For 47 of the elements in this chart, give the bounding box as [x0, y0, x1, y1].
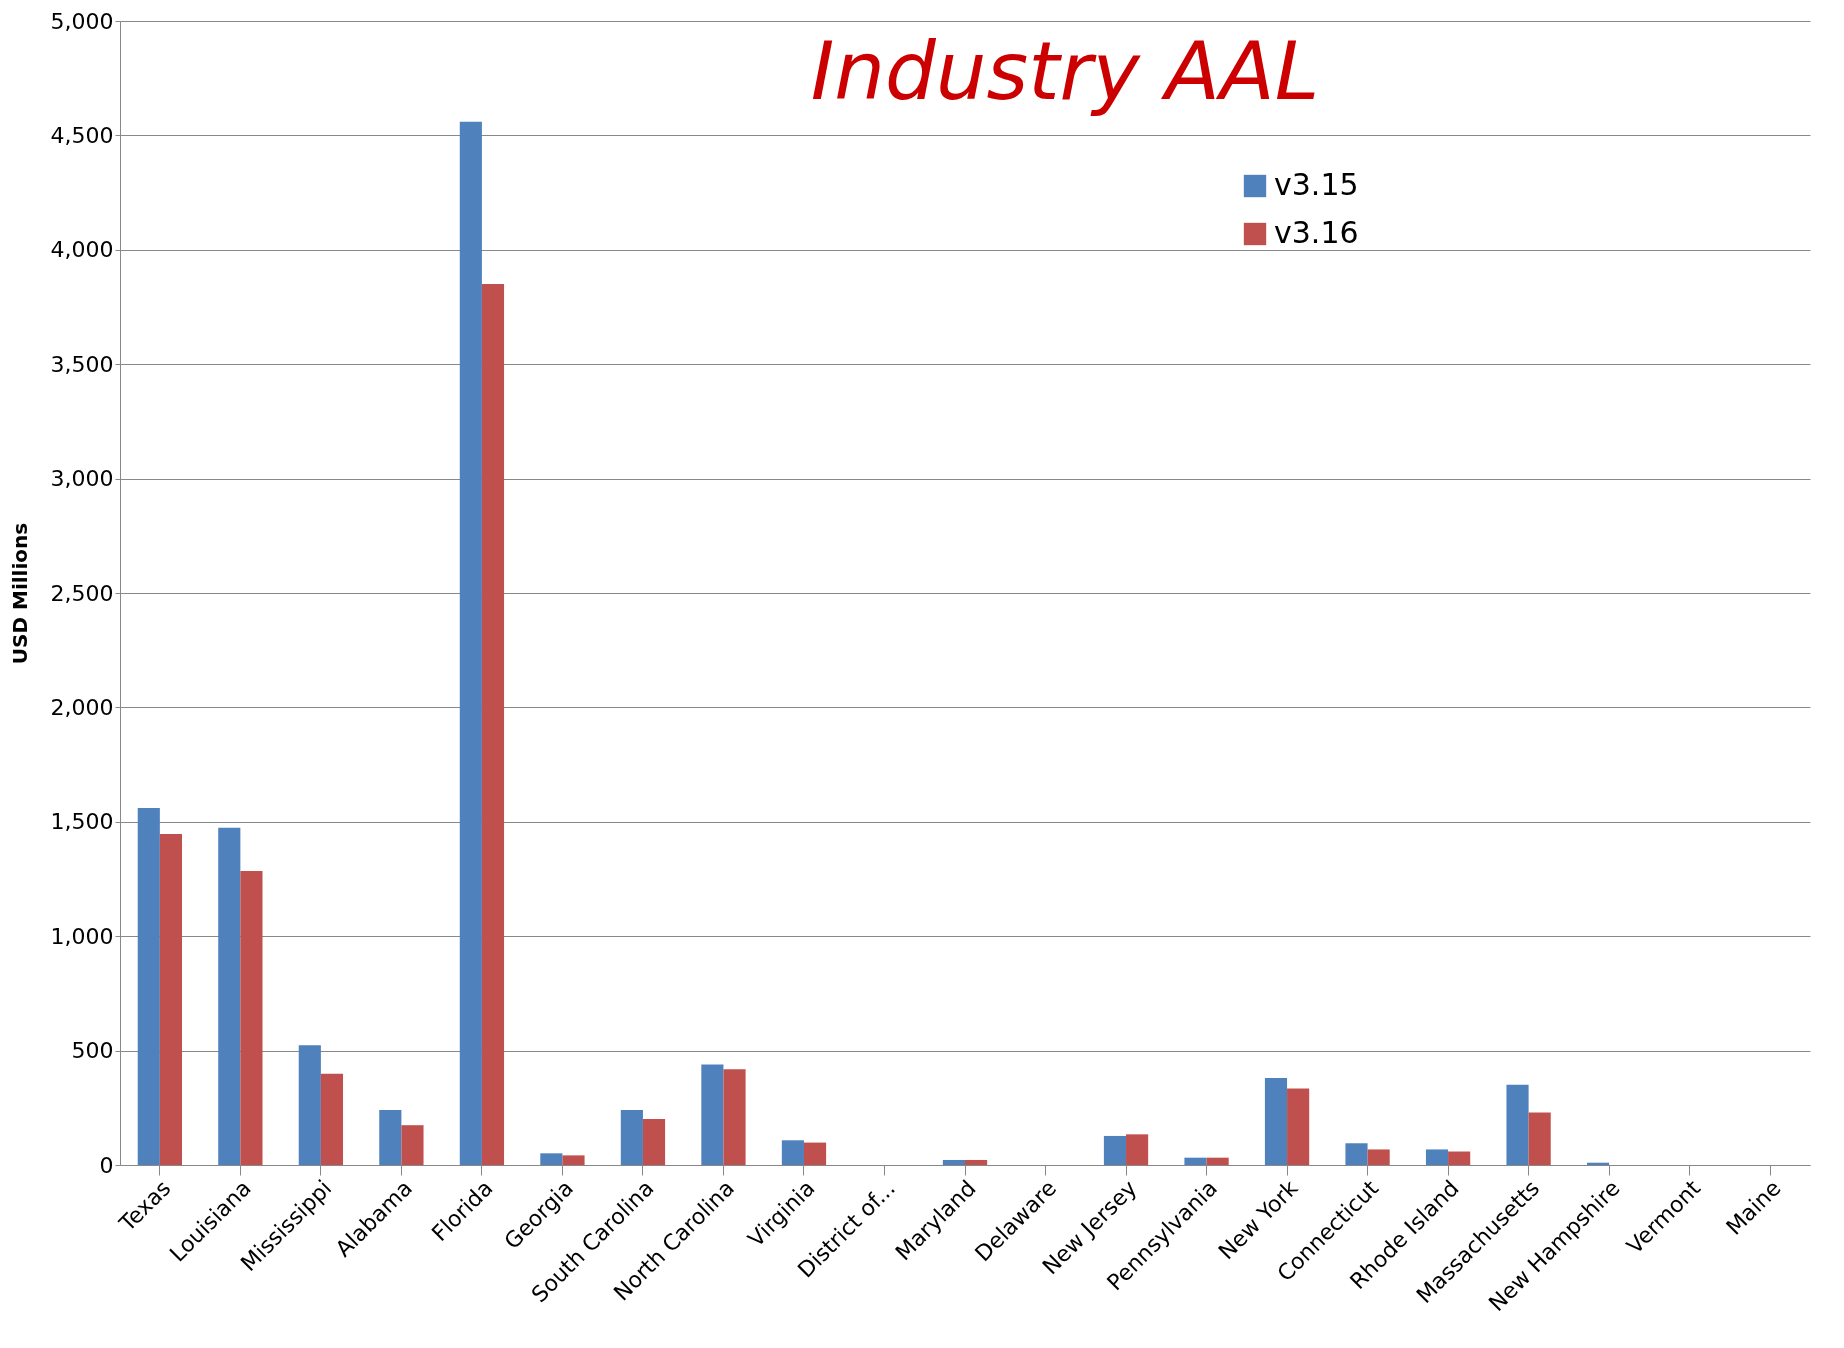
bar [620, 1110, 643, 1165]
chart-title: Industry AAL [810, 25, 1320, 118]
bar [942, 1159, 965, 1165]
bar [1528, 1112, 1551, 1165]
y-tick-label: 500 [71, 1038, 114, 1064]
bar [701, 1064, 724, 1165]
y-tick-label: 3,000 [50, 466, 114, 492]
y-tick-label: 2,500 [50, 580, 114, 606]
bar [481, 284, 505, 1165]
bar [803, 1142, 827, 1165]
bar [562, 1155, 585, 1165]
bar [1184, 1157, 1207, 1165]
bar [240, 870, 263, 1165]
bar [1448, 1151, 1471, 1165]
bar [1345, 1143, 1368, 1165]
y-tick-label: 1,000 [50, 923, 114, 949]
bar [1367, 1149, 1390, 1165]
legend-label: v3.16 [1274, 215, 1359, 250]
bar [1264, 1078, 1288, 1165]
y-tick-label: 4,000 [50, 237, 114, 263]
bar [781, 1140, 804, 1165]
bar [401, 1125, 424, 1165]
bar [1425, 1149, 1449, 1165]
y-tick-label: 0 [99, 1152, 114, 1178]
y-tick-label: 4,500 [50, 122, 114, 148]
bar [1287, 1088, 1310, 1165]
y-axis-title: USD Millions [7, 522, 32, 665]
bar [1506, 1084, 1529, 1165]
y-tick-label: 3,500 [50, 351, 114, 377]
bar [965, 1159, 988, 1165]
bar [298, 1045, 321, 1165]
legend-label: v3.15 [1274, 167, 1359, 202]
bar [137, 808, 160, 1165]
bar [218, 827, 241, 1165]
y-tick-label: 5,000 [50, 8, 114, 34]
bar [540, 1153, 563, 1165]
bar [459, 121, 482, 1165]
bar [1103, 1135, 1127, 1165]
bar [723, 1069, 746, 1165]
bar [642, 1119, 666, 1165]
bar [1126, 1134, 1149, 1165]
y-tick-label: 2,000 [50, 694, 114, 720]
bar [159, 833, 182, 1165]
y-tick-label: 1,500 [50, 809, 114, 835]
bar [379, 1110, 402, 1165]
bar [1206, 1157, 1229, 1165]
bar [320, 1073, 344, 1165]
